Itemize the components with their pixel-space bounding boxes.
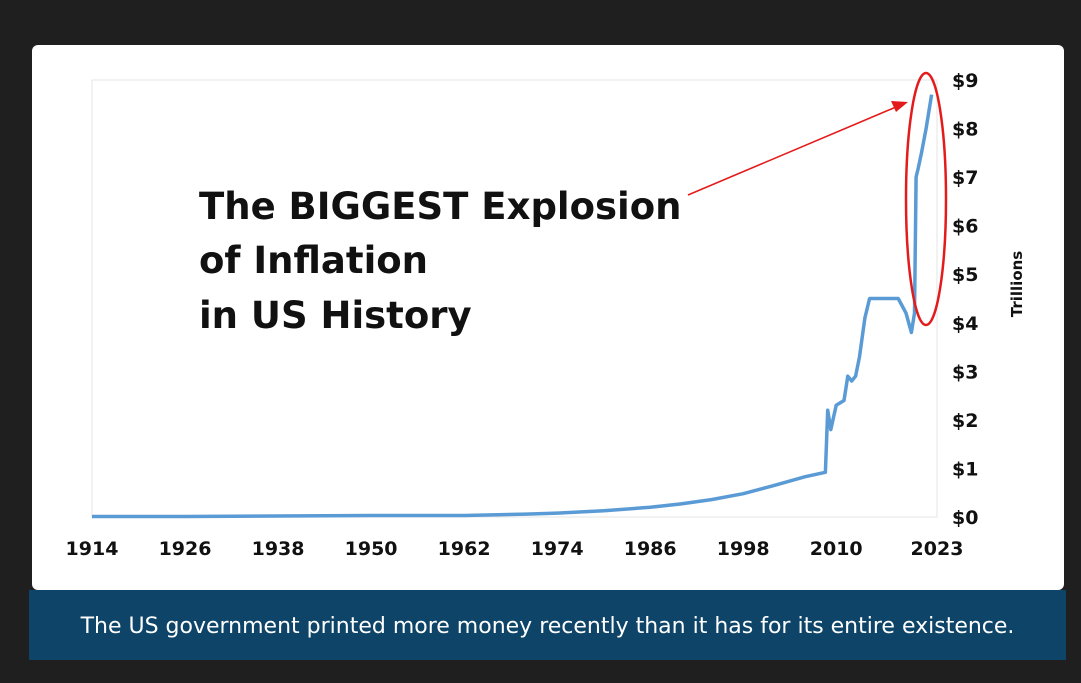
x-tick-label: 1962: [438, 538, 491, 560]
y-tick-labels: $0 $1 $2 $3 $4 $5 $6 $7 $8 $9: [952, 70, 978, 529]
caption-bar: The US government printed more money rec…: [29, 590, 1066, 660]
annotation-arrowhead: [891, 101, 908, 112]
y-tick-label: $7: [952, 167, 978, 189]
x-tick-label: 1998: [717, 538, 770, 560]
y-tick-label: $5: [952, 264, 978, 286]
x-tick-label: 1950: [345, 538, 398, 560]
x-tick-label: 1914: [66, 538, 119, 560]
x-tick-label: 1974: [531, 538, 584, 560]
x-tick-label: 1926: [159, 538, 212, 560]
annotation-line-1: The BIGGEST Explosion: [199, 185, 682, 228]
y-axis-label: Trillions: [1008, 251, 1026, 318]
y-tick-label: $4: [952, 313, 978, 335]
y-tick-label: $3: [952, 361, 978, 383]
annotation-line-2: of Inflation: [199, 239, 428, 282]
x-tick-label: 2023: [911, 538, 964, 560]
y-tick-label: $6: [952, 216, 978, 238]
x-tick-label: 2010: [810, 538, 863, 560]
y-tick-label: $0: [952, 507, 978, 529]
annotation-arrow: [687, 106, 897, 196]
series-line: [92, 94, 934, 519]
x-tick-label: 1986: [624, 538, 677, 560]
caption-text: The US government printed more money rec…: [80, 614, 1015, 639]
y-tick-label: $9: [952, 70, 978, 92]
plot-area: [91, 79, 938, 518]
highlight-ellipse: [904, 71, 948, 327]
annotation-line-3: in US History: [199, 294, 472, 337]
x-tick-labels: 1914 1926 1938 1950 1962 1974 1986 1998 2010 2023: [66, 538, 964, 560]
y-tick-label: $1: [952, 458, 978, 480]
y-tick-label: $8: [952, 119, 978, 141]
y-tick-label: $2: [952, 410, 978, 432]
x-tick-label: 1938: [252, 538, 305, 560]
